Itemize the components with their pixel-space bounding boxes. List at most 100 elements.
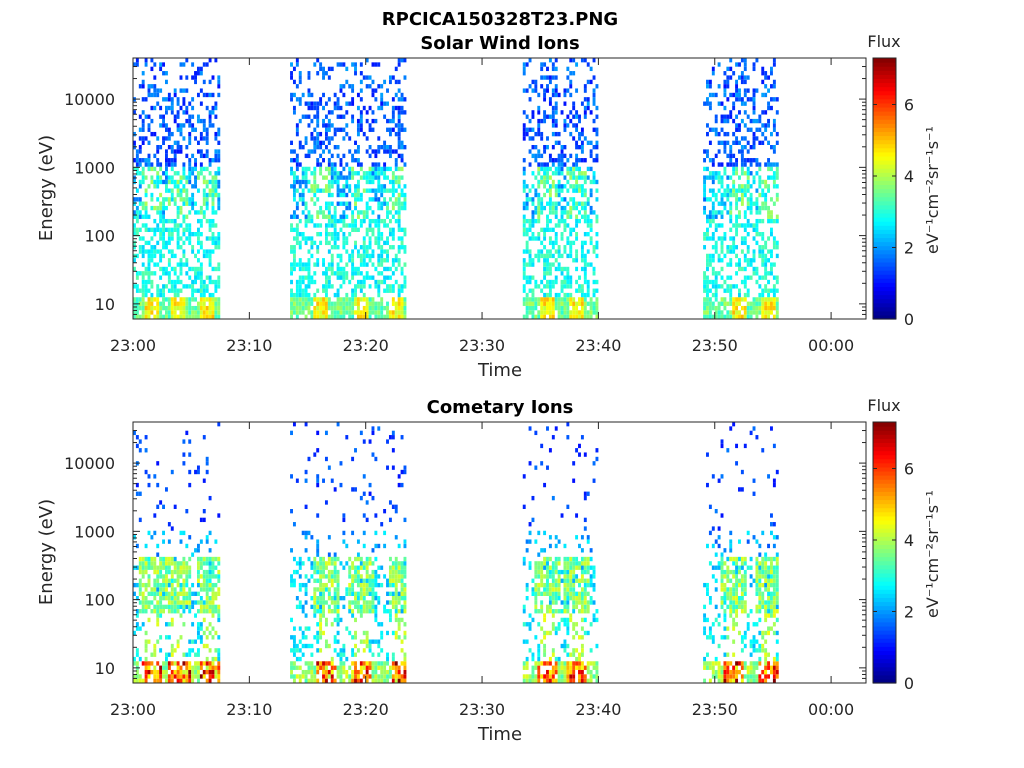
heatmap-cell — [304, 171, 308, 176]
heatmap-cell — [543, 166, 547, 172]
heatmap-cell — [743, 184, 747, 189]
heatmap-cell — [371, 578, 375, 583]
heatmap-cell — [575, 179, 579, 185]
heatmap-cell — [310, 214, 314, 219]
heatmap-cell — [569, 275, 573, 280]
heatmap-cell — [703, 197, 707, 202]
heatmap-cell — [580, 58, 584, 63]
heatmap-cell — [336, 184, 340, 189]
heatmap-cell — [374, 284, 378, 289]
heatmap-cell — [572, 71, 576, 76]
heatmap-cell — [394, 210, 398, 215]
heatmap-cell — [580, 284, 584, 289]
heatmap-cell — [706, 279, 709, 285]
heatmap-cell — [543, 75, 547, 80]
heatmap-cell — [147, 674, 151, 679]
heatmap-cell — [133, 674, 136, 679]
heatmap-cell — [356, 92, 360, 98]
heatmap-cell — [351, 214, 355, 219]
heatmap-cell — [150, 279, 154, 285]
heatmap-cell — [205, 236, 209, 241]
heatmap-cell — [767, 158, 771, 163]
heatmap-cell — [330, 123, 334, 128]
heatmap-cell — [386, 149, 389, 154]
heatmap-cell — [133, 227, 136, 232]
heatmap-cell — [586, 101, 590, 106]
heatmap-cell — [723, 305, 727, 311]
heatmap-cell — [534, 192, 538, 198]
heatmap-cell — [583, 192, 587, 198]
heatmap-cell — [208, 258, 212, 263]
heatmap-cell — [595, 140, 599, 145]
heatmap-cell — [403, 205, 407, 211]
heatmap-cell — [156, 92, 160, 98]
heatmap-cell — [330, 669, 334, 675]
heatmap-cell — [217, 678, 221, 683]
heatmap-cell — [531, 236, 535, 241]
heatmap-cell — [199, 301, 203, 306]
heatmap-cell — [322, 158, 325, 163]
heatmap-cell — [327, 201, 331, 206]
heatmap-cell — [173, 114, 177, 119]
heatmap-cell — [153, 131, 157, 137]
heatmap-cell — [159, 669, 163, 675]
heatmap-cell — [572, 227, 576, 232]
heatmap-cell — [735, 162, 739, 167]
heatmap-cell — [365, 500, 369, 505]
heatmap-cell — [170, 249, 174, 254]
heatmap-cell — [569, 184, 573, 189]
heatmap-cell — [580, 301, 584, 306]
heatmap-cell — [761, 288, 765, 293]
heatmap-cell — [196, 305, 200, 311]
heatmap-cell — [159, 210, 163, 215]
heatmap-cell — [537, 249, 541, 254]
heatmap-cell — [135, 188, 139, 193]
heatmap-cell — [720, 162, 724, 167]
heatmap-cell — [711, 236, 715, 241]
heatmap-cell — [548, 201, 552, 206]
heatmap-cell — [586, 314, 590, 319]
heatmap-cell — [316, 105, 320, 111]
heatmap-cell — [729, 314, 733, 319]
heatmap-cell — [188, 469, 192, 475]
heatmap-cell — [133, 266, 136, 272]
heatmap-cell — [170, 131, 174, 137]
heatmap-cell — [310, 240, 314, 246]
heatmap-cell — [165, 665, 168, 670]
heatmap-cell — [211, 665, 215, 670]
heatmap-cell — [156, 297, 160, 302]
heatmap-cell — [304, 236, 308, 241]
heatmap-cell — [176, 275, 180, 280]
heatmap-cell — [182, 240, 186, 246]
heatmap-cell — [537, 232, 541, 237]
heatmap-cell — [403, 197, 407, 202]
heatmap-cell — [557, 171, 561, 176]
heatmap-cell — [188, 648, 192, 653]
heatmap-cell — [723, 171, 727, 176]
heatmap-cell — [359, 639, 363, 644]
heatmap-cell — [758, 205, 762, 211]
heatmap-cell — [313, 452, 317, 457]
heatmap-cell — [176, 288, 180, 293]
heatmap-cell — [554, 84, 558, 89]
heatmap-cell — [732, 245, 736, 250]
heatmap-cell — [403, 556, 407, 562]
heatmap-cell — [144, 62, 148, 67]
heatmap-cell — [290, 149, 293, 154]
heatmap-cell — [391, 118, 395, 124]
heatmap-cell — [397, 197, 401, 202]
heatmap-cell — [717, 271, 721, 276]
heatmap-cell — [589, 262, 593, 267]
heatmap-cell — [365, 310, 369, 315]
heatmap-cell — [194, 210, 197, 215]
heatmap-cell — [354, 205, 357, 211]
heatmap-cell — [162, 218, 165, 224]
heatmap-cell — [726, 153, 730, 159]
heatmap-cell — [735, 84, 739, 89]
heatmap-cell — [295, 279, 299, 285]
heatmap-cell — [170, 179, 174, 185]
heatmap-cell — [723, 149, 727, 154]
heatmap-cell — [185, 600, 189, 605]
heatmap-cell — [540, 136, 544, 141]
heatmap-cell — [740, 97, 744, 102]
